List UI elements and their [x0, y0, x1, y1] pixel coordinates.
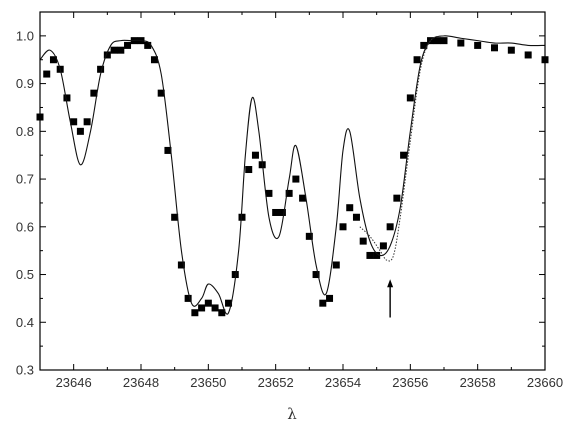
data-point [198, 304, 206, 312]
data-point [312, 271, 320, 279]
data-point [433, 37, 441, 45]
data-point [191, 309, 199, 317]
data-point [171, 213, 179, 221]
data-point [177, 261, 185, 269]
data-point [164, 146, 172, 154]
observed-series [36, 37, 549, 317]
data-point [373, 251, 381, 259]
x-tick-label: 23652 [258, 375, 294, 390]
data-point [457, 39, 465, 47]
data-point [400, 151, 408, 159]
data-point [49, 56, 57, 64]
data-point [150, 56, 158, 64]
data-point [124, 41, 132, 49]
data-point [278, 208, 286, 216]
x-tick-label: 23650 [190, 375, 226, 390]
data-point [238, 213, 246, 221]
data-point [70, 118, 78, 126]
y-tick-label: 1.0 [16, 28, 34, 43]
x-tick-label: 23654 [325, 375, 361, 390]
data-point [379, 242, 387, 250]
data-point [524, 51, 532, 59]
data-point [326, 294, 334, 302]
data-point [97, 65, 105, 73]
data-point [272, 208, 280, 216]
data-point [245, 166, 253, 174]
data-point [231, 271, 239, 279]
plot-frame [39, 11, 546, 371]
data-point [157, 89, 165, 97]
data-point [346, 204, 354, 212]
data-point [319, 299, 327, 307]
data-point [393, 194, 401, 202]
data-point [292, 175, 300, 183]
model-line [39, 35, 546, 315]
x-axis-title: λ [287, 405, 297, 423]
data-point [184, 294, 192, 302]
data-point [406, 94, 414, 102]
data-point [440, 37, 448, 45]
data-point [413, 56, 421, 64]
data-point [299, 194, 307, 202]
annotation-layer [387, 279, 394, 318]
data-point [265, 189, 273, 197]
data-point [144, 41, 152, 49]
x-tick-label: 23646 [56, 375, 92, 390]
data-point [90, 89, 98, 97]
x-tick-label: 23660 [527, 375, 563, 390]
data-point [332, 261, 340, 269]
y-tick-label: 0.6 [16, 219, 34, 234]
data-point [83, 118, 91, 126]
data-point [339, 223, 347, 231]
y-tick-label: 0.4 [16, 315, 34, 330]
data-point [63, 94, 71, 102]
data-point [359, 237, 367, 245]
data-point [285, 189, 293, 197]
x-tick-label: 23658 [460, 375, 496, 390]
data-point [110, 46, 118, 54]
arrow-head [387, 279, 394, 288]
tick-layer: 23646 23648 23650 23652 23654 23656 23658 23660… [16, 12, 563, 390]
y-tick-label: 0.9 [16, 76, 34, 91]
dotted-model-line [359, 35, 445, 262]
data-point [76, 127, 84, 135]
data-point [491, 44, 498, 52]
data-point [305, 232, 313, 240]
data-point [225, 299, 233, 307]
data-point [386, 223, 394, 231]
x-tick-label: 23648 [123, 375, 159, 390]
y-tick-label: 0.5 [16, 267, 34, 282]
data-point [420, 41, 428, 49]
series-layer [36, 35, 549, 317]
data-point [366, 251, 374, 259]
data-point [103, 51, 111, 59]
data-point [43, 70, 51, 78]
data-point [211, 304, 219, 312]
x-tick-label: 23656 [392, 375, 428, 390]
y-tick-label: 0.3 [16, 363, 34, 378]
y-tick-label: 0.7 [16, 172, 34, 187]
y-tick-label: 0.8 [16, 124, 34, 139]
data-point [218, 309, 226, 317]
data-point [251, 151, 259, 159]
data-point [204, 299, 212, 307]
data-point [117, 46, 125, 54]
data-point [507, 46, 515, 54]
data-point [352, 213, 360, 221]
data-point [474, 41, 482, 49]
